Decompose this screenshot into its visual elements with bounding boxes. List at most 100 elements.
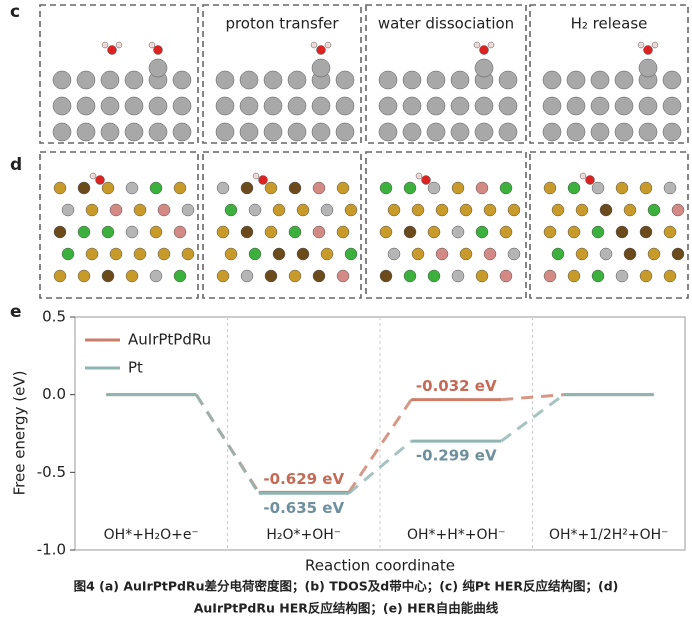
atom: [100, 122, 120, 142]
atom: [216, 269, 230, 283]
y-tick-label: -1.0: [37, 541, 66, 559]
atom: [215, 70, 235, 90]
atom: [403, 181, 417, 195]
atom: [450, 70, 470, 90]
atom: [336, 269, 350, 283]
atom: [663, 181, 677, 195]
atom: [52, 96, 72, 116]
legend-label: AuIrPtPdRu: [128, 331, 211, 349]
atom: [475, 181, 489, 195]
atom: [52, 70, 72, 90]
atom: [498, 122, 518, 142]
atom: [172, 122, 192, 142]
atom: [638, 58, 658, 78]
panel-label: d: [10, 155, 22, 175]
atom: [52, 122, 72, 142]
atom: [487, 41, 495, 49]
connector: [347, 439, 413, 495]
atom: [258, 175, 268, 185]
atom: [252, 172, 260, 180]
atom: [567, 269, 581, 283]
atom: [663, 225, 677, 239]
atom: [387, 203, 401, 217]
atom: [133, 203, 147, 217]
structure-header: proton transfer: [225, 15, 339, 33]
atom: [264, 269, 278, 283]
atom: [240, 225, 254, 239]
atom: [427, 181, 441, 195]
atom: [288, 181, 302, 195]
atom: [411, 247, 425, 261]
atom: [639, 269, 653, 283]
atom: [85, 203, 99, 217]
atom: [507, 203, 521, 217]
atom: [379, 181, 393, 195]
legend-label: Pt: [128, 359, 143, 377]
atom: [335, 96, 355, 116]
atom: [623, 203, 637, 217]
atom: [402, 122, 422, 142]
atom: [483, 203, 497, 217]
atom: [415, 172, 423, 180]
atom: [89, 172, 97, 180]
atom: [311, 122, 331, 142]
atom: [100, 70, 120, 90]
atom: [499, 269, 513, 283]
atom: [671, 247, 685, 261]
atom: [426, 122, 446, 142]
atom: [157, 203, 171, 217]
atom: [639, 181, 653, 195]
atom: [316, 45, 326, 55]
atom: [336, 181, 350, 195]
atom: [109, 247, 123, 261]
atom: [288, 225, 302, 239]
atom: [566, 70, 586, 90]
atom: [320, 247, 334, 261]
atom: [215, 96, 235, 116]
atom: [311, 58, 331, 78]
atom: [53, 269, 67, 283]
atom: [435, 247, 449, 261]
atom: [450, 122, 470, 142]
atom: [421, 175, 431, 185]
atom: [153, 45, 163, 55]
atom: [647, 247, 661, 261]
atom: [124, 96, 144, 116]
value-label: -0.629 eV: [263, 470, 344, 488]
atom: [310, 41, 318, 49]
atom: [107, 45, 117, 55]
atom: [662, 70, 682, 90]
atom: [149, 181, 163, 195]
atom: [77, 181, 91, 195]
atom: [344, 247, 358, 261]
value-label: -0.032 eV: [416, 377, 497, 395]
panel-label: e: [10, 302, 22, 322]
atom: [402, 96, 422, 116]
atom: [239, 122, 259, 142]
atom: [378, 70, 398, 90]
atom: [591, 269, 605, 283]
atom: [124, 70, 144, 90]
connector: [501, 393, 564, 402]
atom: [61, 247, 75, 261]
atom: [157, 247, 171, 261]
atom: [591, 225, 605, 239]
atom: [312, 269, 326, 283]
atom: [663, 269, 677, 283]
atom: [101, 225, 115, 239]
atom: [459, 203, 473, 217]
atom: [95, 175, 105, 185]
atom: [614, 96, 634, 116]
atom: [566, 122, 586, 142]
atom: [403, 225, 417, 239]
atom: [579, 172, 587, 180]
y-tick-label: -0.5: [37, 463, 66, 481]
panel-label: c: [10, 2, 20, 22]
y-tick-label: 0.0: [42, 385, 66, 403]
atom: [575, 247, 589, 261]
atom: [426, 70, 446, 90]
atom: [474, 96, 494, 116]
atom: [344, 203, 358, 217]
x-category-label: H₂O*+OH⁻: [266, 527, 341, 543]
